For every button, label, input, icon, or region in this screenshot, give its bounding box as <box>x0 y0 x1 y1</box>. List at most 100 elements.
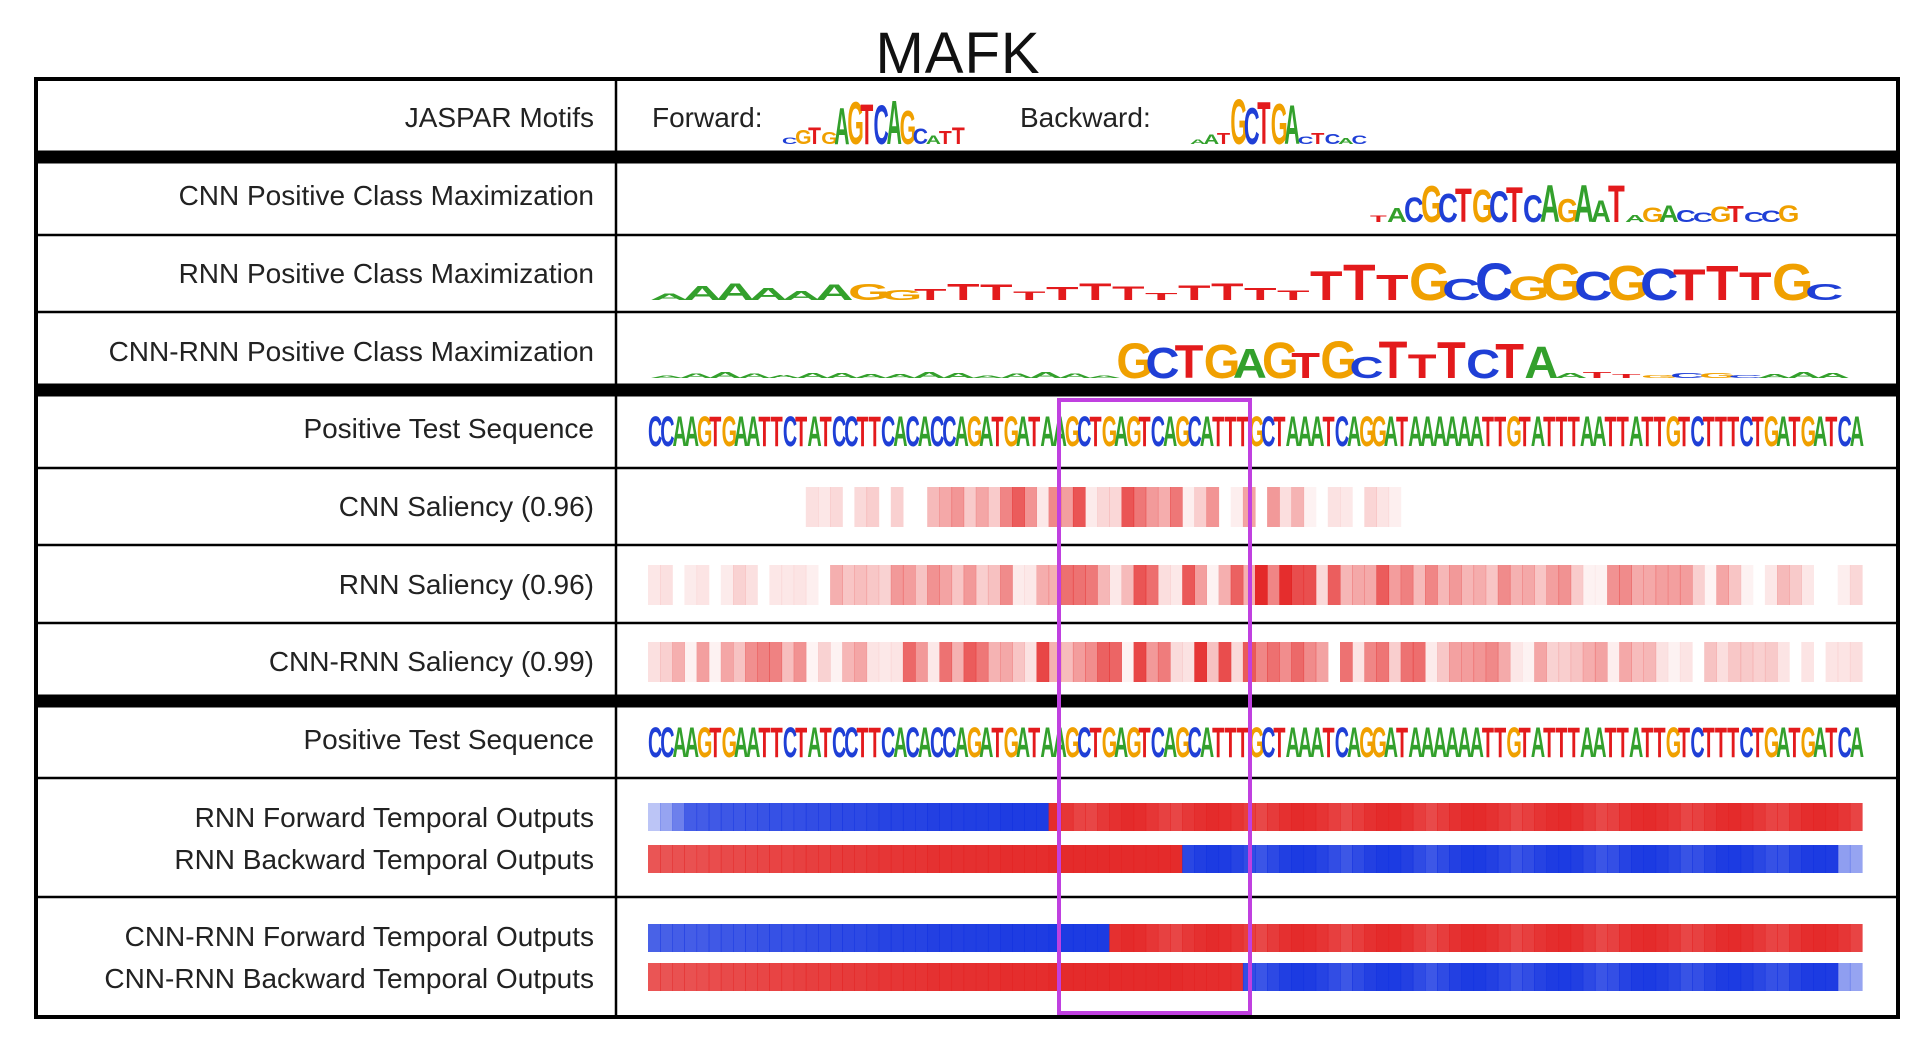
sequence-letter: A <box>1776 409 1790 456</box>
sequence-letter: A <box>1384 720 1398 767</box>
saliency-cell <box>1594 565 1608 605</box>
temporal-cell <box>1789 924 1802 952</box>
sequence-letter: A <box>1286 720 1300 767</box>
motif-letter: G <box>848 279 889 305</box>
motif-letter: G <box>847 89 863 157</box>
sequence-letter: C <box>1261 720 1275 767</box>
sequence-letter: C <box>906 720 920 767</box>
temporal-cell <box>1072 803 1086 831</box>
saliency-cell <box>684 642 698 682</box>
temporal-cell <box>708 963 722 991</box>
saliency-cell <box>660 565 673 605</box>
temporal-cell <box>648 803 661 831</box>
sequence-letter: A <box>1580 720 1594 767</box>
temporal-cell <box>1145 924 1159 952</box>
temporal-cell <box>1218 845 1232 873</box>
temporal-cell <box>1570 803 1584 831</box>
temporal-cell <box>890 845 904 873</box>
temporal-cell <box>1376 963 1390 991</box>
saliency-cell <box>927 642 940 682</box>
motif-letter: G <box>1421 176 1442 233</box>
sequence-letter: G <box>1666 720 1681 767</box>
saliency-cell <box>1255 565 1268 605</box>
motif-letter: A <box>883 373 917 379</box>
temporal-cell <box>1534 845 1547 873</box>
sequence-letter: G <box>1506 720 1521 767</box>
temporal-cell <box>1679 963 1693 991</box>
motif-letter: G <box>1271 94 1288 158</box>
sequence-letter: C <box>783 409 797 456</box>
temporal-cell <box>1425 845 1438 873</box>
temporal-cell <box>1509 845 1523 873</box>
sequence-letter: T <box>1678 409 1690 456</box>
motif-letter: G <box>1204 336 1241 389</box>
temporal-cell <box>1121 845 1135 873</box>
saliency-cell <box>1667 642 1681 682</box>
sequence-letter: T <box>869 720 881 767</box>
temporal-cell <box>1170 924 1183 952</box>
temporal-cell <box>1728 924 1742 952</box>
temporal-cell <box>1109 803 1122 831</box>
sequence-letter: A <box>685 409 699 456</box>
saliency-cell <box>1376 565 1390 605</box>
motif-letter: T <box>1257 89 1270 157</box>
saliency-cell <box>951 642 965 682</box>
saliency-cell <box>1655 565 1669 605</box>
sequence-letter: A <box>1016 720 1030 767</box>
saliency-cell <box>1303 642 1317 682</box>
temporal-cell <box>745 963 758 991</box>
saliency-cell <box>1692 565 1705 605</box>
sequence-letter: T <box>758 409 770 456</box>
temporal-cell <box>1327 803 1341 831</box>
temporal-cell <box>1825 924 1839 952</box>
sequence-letter: T <box>1752 409 1764 456</box>
sequence-letter: T <box>856 409 868 456</box>
saliency-cell <box>1133 565 1147 605</box>
temporal-cell <box>1291 845 1305 873</box>
saliency-cell <box>1558 565 1572 605</box>
temporal-cell <box>927 803 940 831</box>
temporal-cell <box>854 803 868 831</box>
motif-letter: G <box>1508 268 1549 307</box>
motif-letter: A <box>825 371 859 380</box>
sequence-letter: G <box>1764 409 1779 456</box>
temporal-cell <box>1692 803 1705 831</box>
temporal-cell <box>866 924 880 952</box>
temporal-cell <box>1194 963 1207 991</box>
temporal-cell <box>987 845 1001 873</box>
temporal-cell <box>781 803 795 831</box>
temporal-cell <box>1097 803 1110 831</box>
temporal-cell <box>1534 924 1547 952</box>
motif-letter: C <box>1350 351 1384 385</box>
temporal-cell <box>866 963 880 991</box>
saliency-cell <box>720 642 734 682</box>
temporal-cell <box>1764 803 1778 831</box>
temporal-cell <box>1085 845 1098 873</box>
sequence-letter: T <box>1555 409 1567 456</box>
sequence-letter: T <box>1396 720 1408 767</box>
temporal-cell <box>757 845 770 873</box>
motif-letter: C <box>1325 131 1341 147</box>
temporal-cell <box>1728 845 1742 873</box>
temporal-cell <box>769 963 783 991</box>
saliency-cell <box>1060 565 1074 605</box>
sequence-letter: G <box>697 409 712 456</box>
temporal-cell <box>1157 963 1171 991</box>
saliency-cell <box>1388 565 1402 605</box>
motif-letter: A <box>1816 372 1850 380</box>
temporal-cell <box>1267 845 1280 873</box>
motif-letter: T <box>1079 279 1112 306</box>
saliency-cell <box>1218 642 1232 682</box>
saliency-cell <box>1655 642 1669 682</box>
saliency-cell <box>1291 487 1305 527</box>
temporal-cell <box>1679 803 1693 831</box>
sequence-letter: A <box>893 720 907 767</box>
temporal-cell <box>1194 924 1207 952</box>
temporal-cell <box>1728 963 1742 991</box>
sequence-letter: A <box>1310 409 1324 456</box>
temporal-cell <box>1594 963 1608 991</box>
motif-letter: C <box>1805 279 1843 305</box>
temporal-cell <box>830 924 843 952</box>
temporal-cell <box>963 845 977 873</box>
saliency-cell <box>1546 642 1560 682</box>
